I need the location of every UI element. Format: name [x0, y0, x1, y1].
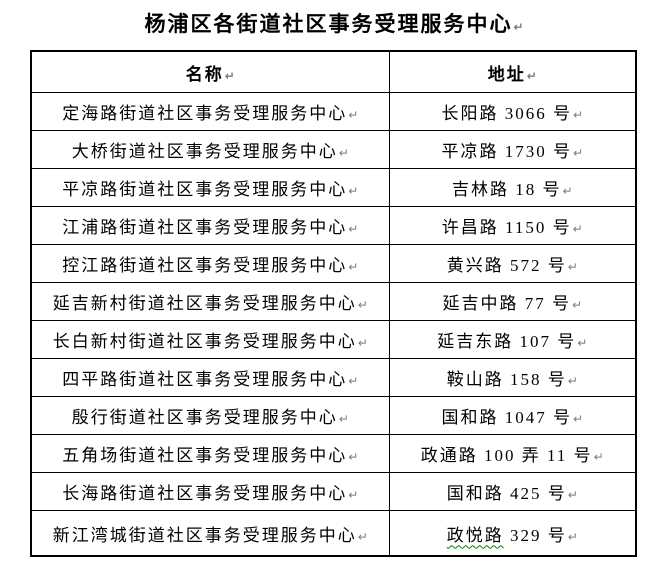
paragraph-mark: ↵	[567, 488, 578, 502]
center-name-text: 四平路街道社区事务受理服务中心	[62, 370, 348, 389]
center-address-cell: 平凉路 1730 号↵	[388, 130, 637, 169]
column-header-name: 名称↵	[30, 50, 390, 93]
center-name-text: 大桥街道社区事务受理服务中心	[71, 142, 338, 161]
center-name-cell: 长海路街道社区事务受理服务中心↵	[30, 472, 390, 511]
center-name-cell: 江浦路街道社区事务受理服务中心↵	[30, 206, 390, 245]
center-name-text: 延吉新村街道社区事务受理服务中心	[52, 294, 357, 313]
table-body: 定海路街道社区事务受理服务中心↵ 长阳路 3066 号↵ 大桥街道社区事务受理服务中…	[30, 92, 637, 557]
center-name-text: 平凉路街道社区事务受理服务中心	[62, 180, 348, 199]
page-title-text: 杨浦区各街道社区事务受理服务中心	[144, 12, 513, 36]
center-name-text: 控江路街道社区事务受理服务中心	[62, 256, 348, 275]
center-address-cell: 黄兴路 572 号↵	[388, 244, 637, 283]
paragraph-mark: ↵	[513, 20, 524, 34]
table-header-row: 名称↵ 地址↵	[30, 50, 637, 93]
center-address-text: 长阳路 3066 号	[441, 104, 572, 123]
table-row: 江浦路街道社区事务受理服务中心↵ 许昌路 1150 号↵	[30, 206, 637, 245]
paragraph-mark: ↵	[562, 184, 573, 198]
center-name-cell: 延吉新村街道社区事务受理服务中心↵	[30, 282, 390, 321]
paragraph-mark: ↵	[567, 374, 578, 388]
center-address-text: 国和路 1047 号	[441, 408, 572, 427]
center-name-text: 江浦路街道社区事务受理服务中心	[62, 218, 348, 237]
center-address-text: 吉林路 18 号	[451, 180, 562, 199]
center-address-text: 黄兴路 572 号	[446, 256, 567, 275]
paragraph-mark: ↵	[567, 529, 578, 544]
table-row: 五角场街道社区事务受理服务中心↵ 政通路 100 弄 11 号↵	[30, 434, 637, 473]
table-row: 平凉路街道社区事务受理服务中心↵ 吉林路 18 号↵	[30, 168, 637, 207]
center-address-text: 鞍山路 158 号	[446, 370, 567, 389]
table-row: 四平路街道社区事务受理服务中心↵ 鞍山路 158 号↵	[30, 358, 637, 397]
spellcheck-flagged-text: 政悦路	[446, 525, 504, 545]
paragraph-mark: ↵	[348, 488, 359, 502]
center-address-cell: 吉林路 18 号↵	[388, 168, 637, 207]
paragraph-mark: ↵	[572, 412, 584, 426]
center-name-text: 殷行街道社区事务受理服务中心	[71, 408, 338, 427]
paragraph-mark: ↵	[348, 184, 359, 198]
paragraph-mark: ↵	[577, 336, 588, 350]
center-address-cell: 长阳路 3066 号↵	[388, 92, 637, 131]
paragraph-mark: ↵	[224, 68, 235, 83]
paragraph-mark: ↵	[526, 68, 537, 83]
table-row: 长白新村街道社区事务受理服务中心↵ 延吉东路 107 号↵	[30, 320, 637, 359]
center-address-text: 平凉路 1730 号	[441, 142, 572, 161]
center-address-cell: 延吉中路 77 号↵	[388, 282, 637, 321]
paragraph-mark: ↵	[348, 108, 359, 122]
center-name-text: 定海路街道社区事务受理服务中心	[62, 104, 348, 123]
paragraph-mark: ↵	[338, 146, 349, 160]
table-row: 大桥街道社区事务受理服务中心↵ 平凉路 1730 号↵	[30, 130, 637, 169]
center-name-text: 长白新村街道社区事务受理服务中心	[52, 332, 357, 351]
center-name-cell: 四平路街道社区事务受理服务中心↵	[30, 358, 390, 397]
column-header-address: 地址↵	[388, 50, 637, 93]
paragraph-mark: ↵	[572, 222, 583, 236]
center-name-text: 长海路街道社区事务受理服务中心	[62, 484, 348, 503]
center-address-text: 329 号	[503, 525, 567, 545]
center-address-cell: 政悦路 329 号↵	[388, 510, 637, 557]
center-name-cell: 控江路街道社区事务受理服务中心↵	[30, 244, 390, 283]
center-address-cell: 国和路 1047 号↵	[388, 396, 637, 435]
center-name-cell: 定海路街道社区事务受理服务中心↵	[30, 92, 390, 131]
service-centers-table: 名称↵ 地址↵ 定海路街道社区事务受理服务中心↵ 长阳路 3066 号↵ 大桥街道社…	[30, 50, 637, 557]
center-address-cell: 国和路 425 号↵	[388, 472, 637, 511]
paragraph-mark: ↵	[338, 412, 349, 426]
center-name-cell: 长白新村街道社区事务受理服务中心↵	[30, 320, 390, 359]
center-name-cell: 殷行街道社区事务受理服务中心↵	[30, 396, 390, 435]
center-name-cell: 平凉路街道社区事务受理服务中心↵	[30, 168, 390, 207]
table-row: 长海路街道社区事务受理服务中心↵ 国和路 425 号↵	[30, 472, 637, 511]
paragraph-mark: ↵	[348, 222, 359, 236]
center-address-cell: 许昌路 1150 号↵	[388, 206, 637, 245]
paragraph-mark: ↵	[571, 298, 583, 312]
column-header-name-text: 名称	[185, 64, 224, 84]
center-address-cell: 延吉东路 107 号↵	[388, 320, 637, 359]
table-row: 新江湾城街道社区事务受理服务中心↵ 政悦路 329 号↵	[30, 510, 637, 557]
paragraph-mark: ↵	[572, 146, 584, 160]
table-row: 控江路街道社区事务受理服务中心↵ 黄兴路 572 号↵	[30, 244, 637, 283]
paragraph-mark: ↵	[357, 529, 368, 544]
column-header-address-text: 地址	[487, 64, 526, 84]
paragraph-mark: ↵	[348, 374, 359, 388]
center-name-text: 五角场街道社区事务受理服务中心	[62, 446, 348, 465]
center-name-cell: 大桥街道社区事务受理服务中心↵	[30, 130, 390, 169]
paragraph-mark: ↵	[357, 298, 368, 312]
center-name-cell: 五角场街道社区事务受理服务中心↵	[30, 434, 390, 473]
table-row: 殷行街道社区事务受理服务中心↵ 国和路 1047 号↵	[30, 396, 637, 435]
page-title: 杨浦区各街道社区事务受理服务中心↵	[0, 8, 668, 38]
paragraph-mark: ↵	[567, 260, 578, 274]
center-address-cell: 政通路 100 弄 11 号↵	[388, 434, 637, 473]
table-row: 延吉新村街道社区事务受理服务中心↵ 延吉中路 77 号↵	[30, 282, 637, 321]
center-address-text: 延吉东路 107 号	[437, 332, 577, 351]
paragraph-mark: ↵	[572, 108, 584, 122]
table-row: 定海路街道社区事务受理服务中心↵ 长阳路 3066 号↵	[30, 92, 637, 131]
center-address-text: 延吉中路 77 号	[442, 294, 571, 313]
center-address-cell: 鞍山路 158 号↵	[388, 358, 637, 397]
center-address-text: 国和路 425 号	[446, 484, 567, 503]
center-address-text: 政通路 100 弄 11 号	[420, 446, 593, 465]
center-name-cell: 新江湾城街道社区事务受理服务中心↵	[30, 510, 390, 557]
paragraph-mark: ↵	[348, 260, 359, 274]
paragraph-mark: ↵	[357, 336, 368, 350]
center-name-text: 新江湾城街道社区事务受理服务中心	[52, 525, 357, 545]
center-address-text: 许昌路 1150 号	[441, 218, 572, 237]
paragraph-mark: ↵	[348, 450, 359, 464]
paragraph-mark: ↵	[593, 450, 604, 464]
